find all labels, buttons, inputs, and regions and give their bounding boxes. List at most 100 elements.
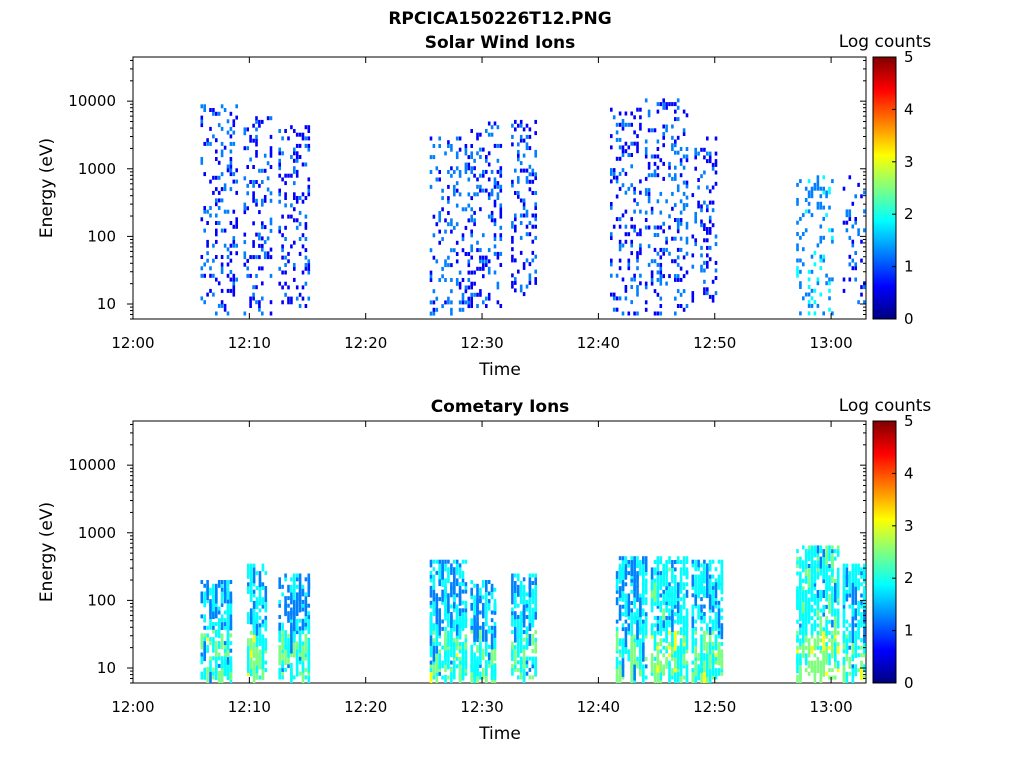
pixel (674, 143, 677, 148)
pixel (618, 258, 622, 263)
pixel (639, 209, 642, 214)
pixel (525, 615, 529, 619)
pixel (612, 175, 616, 180)
pixel (848, 645, 852, 650)
pixel (458, 300, 462, 305)
pixel (209, 618, 212, 623)
x-axis-label: Time (478, 724, 521, 744)
pixel (215, 175, 218, 180)
pixel (487, 177, 491, 182)
pixel (229, 591, 233, 604)
x-tick-label: 12:50 (693, 334, 736, 352)
pixel (278, 667, 281, 676)
pixel (618, 556, 622, 561)
pixel (819, 638, 823, 643)
pixel (455, 136, 459, 141)
pixel (450, 667, 453, 683)
pixel (247, 574, 250, 579)
pixel (860, 571, 863, 576)
pixel (487, 192, 491, 197)
pixel (813, 182, 817, 187)
pixel (212, 108, 215, 112)
pixel (851, 266, 855, 271)
pixel (281, 233, 284, 238)
pixel (269, 221, 273, 226)
pixel (517, 573, 520, 578)
pixel (804, 228, 808, 233)
pixel (226, 262, 230, 267)
pixel (807, 586, 811, 591)
pixel (682, 109, 686, 114)
pixel (694, 215, 697, 220)
pixel (293, 169, 296, 174)
pixel (863, 653, 866, 658)
pixel (482, 266, 485, 271)
pixel (851, 243, 855, 248)
pixel (618, 597, 622, 602)
pixel (249, 157, 252, 162)
pixel (679, 236, 683, 241)
pixel (432, 255, 436, 260)
pixel (691, 291, 695, 296)
pixel (499, 225, 503, 230)
pixel (435, 166, 439, 171)
pixel (627, 122, 631, 127)
pixel (226, 130, 230, 135)
pixel (644, 225, 648, 230)
pixel (644, 675, 648, 680)
pixel (203, 614, 206, 623)
pixel (668, 225, 671, 230)
pixel (668, 653, 671, 658)
pixel (514, 224, 517, 229)
pixel (243, 232, 247, 237)
pixel (514, 288, 517, 293)
pixel (831, 545, 834, 550)
pixel (612, 296, 616, 301)
pixel (482, 595, 485, 600)
pixel (836, 552, 840, 557)
pixel (444, 151, 447, 156)
pixel (636, 288, 639, 293)
pixel (220, 149, 224, 154)
pixel (473, 583, 476, 588)
pixel (691, 563, 695, 568)
pixel (295, 143, 299, 148)
pixel (290, 214, 293, 219)
pixel (435, 641, 439, 646)
pixel (461, 589, 465, 594)
pixel (212, 258, 215, 263)
pixel (615, 630, 619, 651)
pixel (653, 259, 657, 264)
pixel (656, 627, 660, 632)
pixel (278, 577, 281, 582)
pixel (435, 559, 439, 564)
pixel (610, 145, 613, 150)
pixel (668, 612, 671, 617)
pixel (860, 645, 863, 650)
pixel (249, 653, 253, 670)
pixel (461, 570, 465, 579)
pixel (246, 266, 249, 271)
pixel (836, 668, 840, 673)
pixel (476, 292, 479, 297)
pixel (252, 563, 256, 568)
pixel (854, 262, 857, 267)
pixel (816, 571, 820, 580)
pixel (252, 627, 256, 631)
pixel (854, 217, 857, 221)
pixel (511, 134, 514, 139)
pixel (813, 623, 817, 628)
pixel (461, 237, 465, 242)
pixel (435, 675, 439, 683)
pixel (711, 626, 715, 631)
pixel (278, 129, 281, 133)
pixel (278, 626, 281, 643)
pixel (264, 619, 268, 628)
pixel (447, 630, 450, 647)
pixel (679, 277, 683, 282)
pixel (671, 176, 674, 181)
pixel (711, 604, 715, 613)
pixel (247, 586, 250, 594)
pixel (816, 560, 820, 569)
pixel (676, 671, 680, 683)
